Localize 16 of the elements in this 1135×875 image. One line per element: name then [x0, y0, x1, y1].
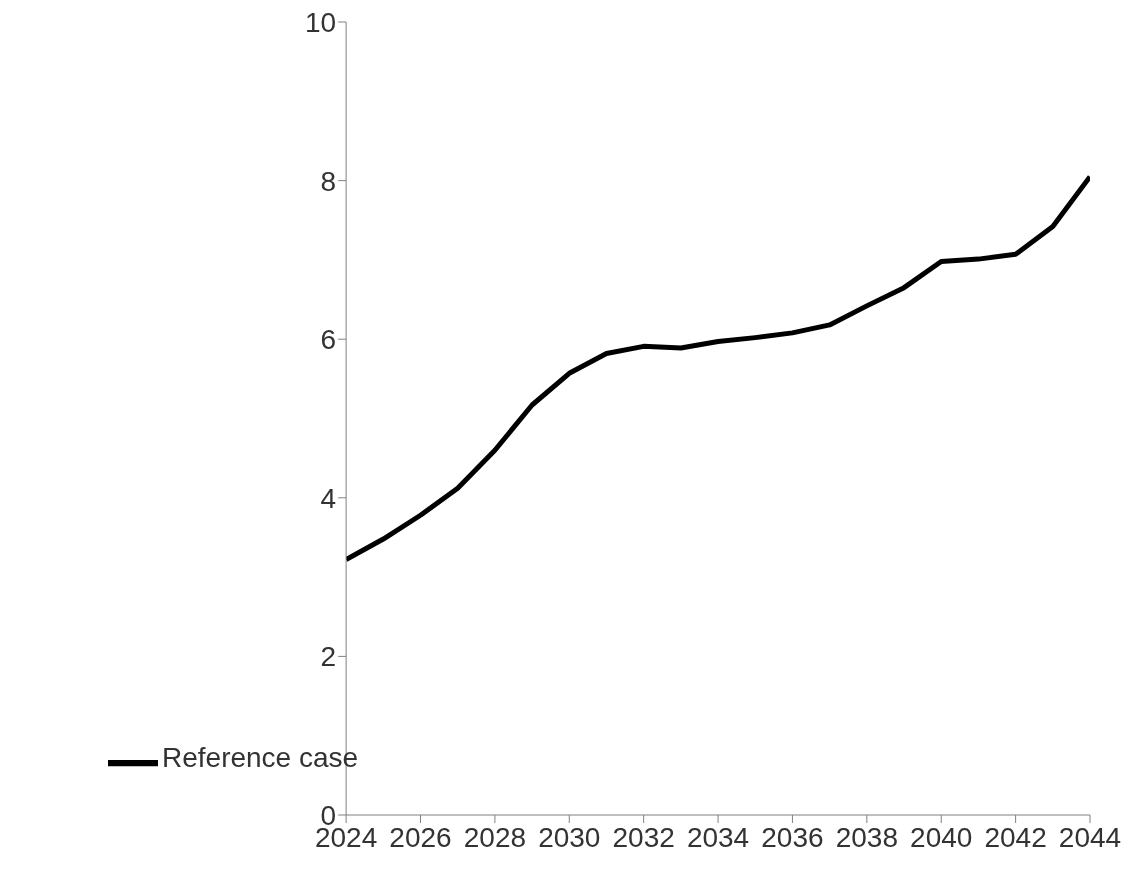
x-tick-label: 2026 [389, 821, 452, 853]
x-tick-label: 2038 [835, 821, 898, 853]
y-tick-label: 8 [320, 165, 337, 197]
x-tick-label: 2028 [463, 821, 527, 853]
x-tick-label: 2044 [1058, 821, 1122, 853]
y-tick-label: 4 [320, 482, 337, 514]
x-tick-label: 2032 [612, 821, 675, 853]
x-tick-label: 2040 [910, 821, 973, 853]
x-tick-label: 2036 [761, 821, 824, 853]
x-tick-label: 2030 [538, 821, 601, 853]
x-tick-label: 2034 [686, 821, 750, 853]
y-tick-label: 6 [320, 324, 337, 356]
y-tick-label: 10 [304, 6, 337, 38]
legend-label: Reference case [162, 742, 359, 774]
x-tick-label: 2042 [984, 821, 1047, 853]
y-tick-label: 2 [320, 641, 337, 673]
